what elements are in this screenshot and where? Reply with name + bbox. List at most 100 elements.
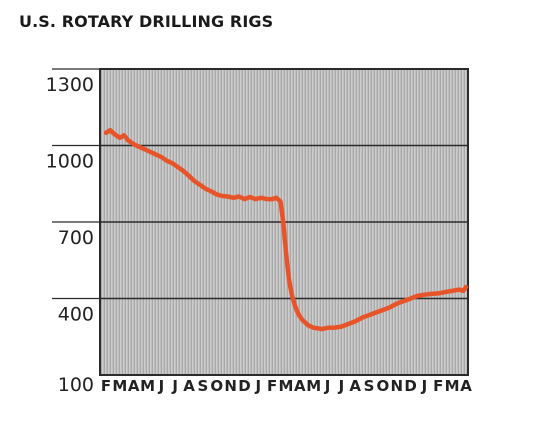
data-point [295, 310, 299, 313]
x-tick-label: J [255, 377, 262, 395]
data-point [416, 294, 419, 298]
x-tick-label: A [460, 377, 472, 395]
data-point [182, 169, 185, 173]
data-point [298, 315, 301, 318]
x-tick-label: S [364, 377, 375, 395]
data-point [354, 320, 357, 323]
data-point [232, 196, 235, 199]
x-tick-label: F [267, 377, 277, 395]
data-point [444, 290, 447, 294]
x-tick-label: J [338, 377, 345, 395]
x-tick-label: M [140, 377, 155, 395]
data-point [347, 322, 350, 326]
y-axis-ticks: 1300 1000 700 400 100 [46, 68, 100, 396]
data-point [301, 319, 304, 322]
data-point [243, 197, 246, 201]
data-point [304, 321, 307, 324]
y-tick-label: 700 [58, 227, 94, 249]
data-point [457, 288, 461, 291]
data-point [423, 293, 426, 296]
y-tick-label: 1300 [46, 74, 94, 96]
data-point [361, 316, 364, 319]
data-point [275, 196, 278, 199]
data-point [127, 139, 130, 142]
data-point [290, 292, 293, 295]
x-tick-label: S [198, 377, 209, 395]
x-tick-label: M [112, 377, 127, 395]
data-point [113, 132, 116, 136]
data-point [248, 195, 252, 199]
y-tick-label: 100 [58, 374, 94, 396]
data-point [367, 313, 371, 317]
data-point [149, 150, 152, 154]
x-tick-label: J [324, 377, 331, 395]
x-tick-label: N [390, 377, 403, 395]
x-tick-label: N [224, 377, 237, 395]
data-point [284, 251, 288, 254]
data-point [309, 325, 313, 328]
data-point [312, 326, 315, 329]
x-tick-label: F [433, 377, 443, 395]
data-point [143, 148, 146, 151]
data-point [265, 197, 268, 201]
data-point [340, 325, 343, 328]
x-tick-label: O [377, 377, 390, 395]
data-point [409, 297, 412, 300]
x-tick-label: A [349, 377, 361, 395]
data-point [320, 327, 324, 331]
data-point [118, 136, 122, 139]
x-tick-label: A [183, 377, 195, 395]
data-point [381, 308, 385, 312]
data-point [271, 197, 274, 201]
data-point [451, 289, 454, 293]
data-point [171, 162, 174, 165]
y-tick-label: 1000 [46, 151, 94, 173]
x-tick-label: O [210, 377, 223, 395]
x-tick-label: A [128, 377, 140, 395]
series-line [103, 127, 469, 332]
data-point [122, 134, 126, 137]
x-tick-label: J [421, 377, 428, 395]
data-point [462, 289, 465, 293]
data-point [464, 285, 468, 289]
data-point [326, 326, 329, 329]
data-point [437, 292, 440, 295]
x-tick-label: J [171, 377, 178, 395]
data-point [279, 200, 282, 203]
data-point [154, 153, 157, 156]
data-point [395, 302, 398, 305]
data-point [187, 174, 191, 178]
data-point [160, 155, 163, 159]
data-point [199, 183, 202, 187]
data-point [109, 129, 112, 132]
data-point [193, 180, 196, 183]
data-point [333, 326, 336, 329]
data-point [374, 311, 378, 314]
data-point [259, 196, 263, 199]
data-point [210, 190, 213, 193]
data-point [226, 195, 229, 198]
x-tick-label: J [158, 377, 165, 395]
data-point [176, 166, 180, 169]
data-point [204, 187, 207, 190]
data-point [287, 276, 290, 280]
data-point [430, 292, 433, 296]
data-point [215, 193, 218, 196]
x-tick-label: A [294, 377, 306, 395]
data-point [165, 159, 169, 162]
data-point [316, 327, 319, 330]
x-tick-label: M [279, 377, 294, 395]
data-point [282, 220, 285, 224]
x-tick-label: D [404, 377, 416, 395]
data-point [254, 197, 257, 201]
data-point [388, 306, 391, 309]
x-tick-label: M [306, 377, 321, 395]
x-tick-label: D [238, 377, 250, 395]
data-point [221, 194, 224, 198]
series-layer [103, 127, 469, 332]
data-point [237, 195, 241, 198]
data-point [293, 302, 296, 305]
data-point [402, 299, 405, 303]
